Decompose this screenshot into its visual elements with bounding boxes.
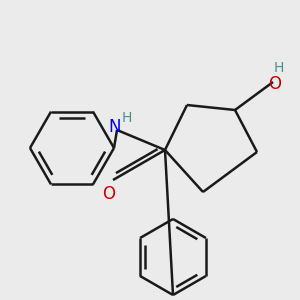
Text: N: N	[109, 118, 121, 136]
Text: H: H	[122, 111, 132, 125]
Text: H: H	[274, 61, 284, 75]
Text: O: O	[268, 75, 281, 93]
Text: O: O	[103, 185, 116, 203]
